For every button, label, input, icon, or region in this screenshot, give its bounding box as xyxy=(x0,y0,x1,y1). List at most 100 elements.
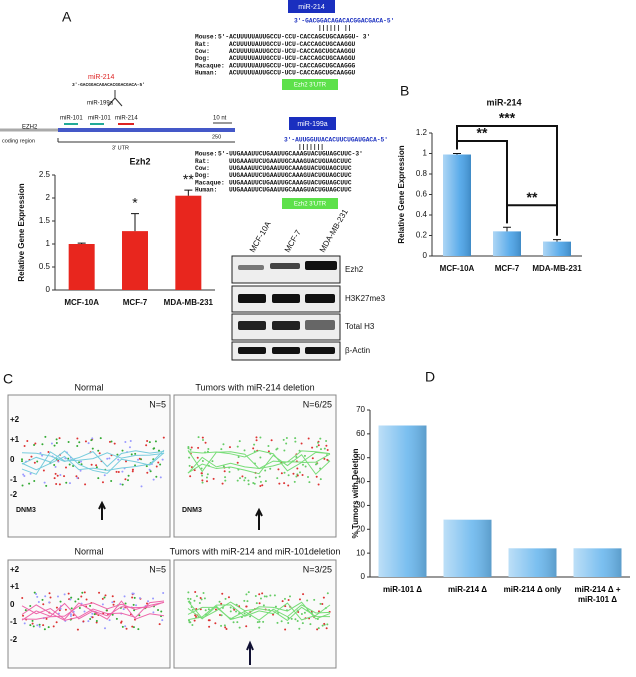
plot-title: Tumors with miR-214 and miR-101deletion xyxy=(170,546,341,556)
probe-dot xyxy=(111,595,114,598)
probe-dot xyxy=(72,614,75,617)
x-tick-text: miR-214 Δ only xyxy=(503,585,562,594)
probe-dot xyxy=(129,440,132,443)
probe-dot xyxy=(277,468,280,471)
smooth-line xyxy=(21,601,165,621)
n-label: N=3/25 xyxy=(303,564,332,574)
probe-dot xyxy=(195,616,198,619)
band xyxy=(305,261,337,270)
probe-dot xyxy=(278,482,281,485)
band xyxy=(270,263,300,269)
probe-dot xyxy=(101,481,104,484)
probe-dot xyxy=(317,627,320,630)
probe-dot xyxy=(193,619,196,622)
x-tick-label: MCF-7 xyxy=(123,298,148,307)
probe-dot xyxy=(326,449,329,452)
probe-dot xyxy=(43,481,46,484)
pairing: |||||| || xyxy=(318,25,351,32)
probe-dot xyxy=(21,460,24,463)
cn-axis-label: 0 xyxy=(10,455,15,464)
y-tick-label: 0.8 xyxy=(416,169,428,178)
probe-dot xyxy=(280,472,283,475)
probe-dot xyxy=(131,470,134,473)
smooth-line xyxy=(187,449,331,472)
probe-dot xyxy=(189,475,192,478)
probe-dot xyxy=(157,461,160,464)
comparison-bracket xyxy=(506,204,558,236)
probe-dot xyxy=(323,447,326,450)
probe-dot xyxy=(285,442,288,445)
probe-dot xyxy=(152,478,155,481)
probe-dot xyxy=(307,476,310,479)
probe-dot xyxy=(22,614,25,617)
y-tick-label: 1 xyxy=(46,239,51,248)
probe-dot xyxy=(64,466,67,469)
plot-frame xyxy=(7,559,171,669)
utr-sequence: ACUUUUUAUUGCCU-UCU-CACCAGCUGCAAGGU xyxy=(229,70,356,77)
y-tick-label: 50 xyxy=(356,453,365,462)
probe-dot xyxy=(103,596,106,599)
probe-dot xyxy=(261,592,264,595)
probe-dot xyxy=(301,622,304,625)
probe-dot xyxy=(137,458,140,461)
probe-dot xyxy=(32,625,35,628)
y-tick-label: 0 xyxy=(423,251,428,260)
probe-dot xyxy=(80,463,83,466)
probe-dot xyxy=(117,471,120,474)
probe-dot xyxy=(133,609,136,612)
bar-shine xyxy=(378,425,427,577)
y-tick-label: 20 xyxy=(356,524,365,533)
probe-dot xyxy=(74,600,77,603)
error-bar xyxy=(453,153,461,155)
smooth-line xyxy=(21,600,165,621)
probe-dot xyxy=(138,614,141,617)
probe-dot xyxy=(37,601,40,604)
probe-dot xyxy=(262,604,265,607)
probe-dot xyxy=(93,613,96,616)
probe-dot xyxy=(56,595,59,598)
smooth-line xyxy=(187,453,331,475)
probe-dot xyxy=(276,621,279,624)
probe-dot xyxy=(42,624,45,627)
probe-dot xyxy=(259,484,262,487)
probe-dot xyxy=(315,445,318,448)
probe-dot xyxy=(30,455,33,458)
probe-dot xyxy=(315,475,318,478)
probe-dot xyxy=(201,459,204,462)
probe-dot xyxy=(298,449,301,452)
cn-axis-label: -1 xyxy=(10,617,18,626)
probe-dot xyxy=(159,463,162,466)
probe-dot xyxy=(42,603,45,606)
probe-dot xyxy=(200,472,203,475)
probe-dot xyxy=(124,478,127,481)
probe-dot xyxy=(83,591,86,594)
probe-dot xyxy=(97,449,100,452)
probe-dot xyxy=(155,465,158,468)
probe-dot xyxy=(45,484,48,487)
species: Cow: xyxy=(195,165,210,172)
utr-sequence: ACUUUUUAUUGCCU-UCU-CACCAGCUGCAAGGU xyxy=(229,48,356,55)
probe-dot xyxy=(130,453,133,456)
probe-dot xyxy=(315,462,318,465)
probe-dot xyxy=(247,483,250,486)
probe-dot xyxy=(58,483,61,486)
n-label: N=5 xyxy=(149,564,166,574)
bar xyxy=(122,231,148,290)
probe-dot xyxy=(207,608,210,611)
probe-dot xyxy=(59,600,62,603)
comparison-label: ** xyxy=(527,189,538,205)
utr-bar xyxy=(58,128,235,132)
probe-dot xyxy=(121,449,124,452)
cn-axis-label: +1 xyxy=(10,435,20,444)
probe-dot xyxy=(53,477,56,480)
x-tick-text: miR-101 Δ xyxy=(382,585,423,594)
utr-sequence: UUGAAAUUCUGAAUUGCAAAGUACUGUAGCUUC xyxy=(229,165,352,172)
band xyxy=(238,265,264,270)
cn-axis-label: +1 xyxy=(10,582,20,591)
probe-dot xyxy=(206,473,209,476)
probe-dot xyxy=(304,465,307,468)
probe-dot xyxy=(325,627,328,630)
bar-shine xyxy=(493,231,521,256)
probe-dot xyxy=(81,591,84,594)
probe-dot xyxy=(54,472,57,475)
